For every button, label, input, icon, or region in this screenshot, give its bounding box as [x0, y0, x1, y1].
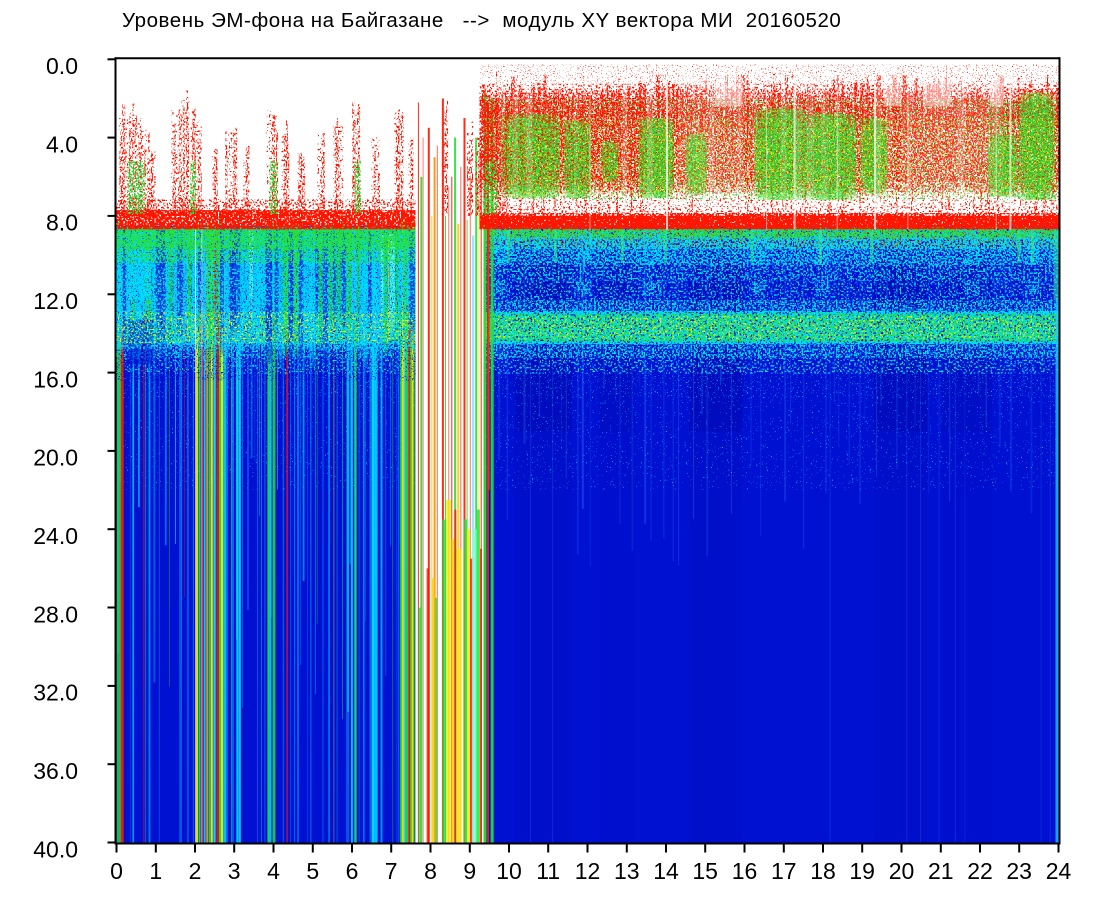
svg-text:13: 13: [614, 858, 640, 884]
svg-text:21: 21: [928, 858, 954, 884]
svg-text:19: 19: [849, 858, 875, 884]
svg-text:15: 15: [692, 858, 718, 884]
svg-text:16.0: 16.0: [33, 366, 78, 392]
svg-text:36.0: 36.0: [33, 758, 78, 784]
svg-text:3: 3: [228, 858, 241, 884]
svg-text:14: 14: [653, 858, 679, 884]
svg-text:28.0: 28.0: [33, 601, 78, 627]
svg-text:2: 2: [189, 858, 202, 884]
svg-text:12.0: 12.0: [33, 288, 78, 314]
svg-text:18: 18: [810, 858, 836, 884]
svg-text:11: 11: [536, 858, 560, 884]
svg-text:0: 0: [110, 858, 123, 884]
svg-text:7: 7: [385, 858, 398, 884]
svg-text:17: 17: [771, 858, 797, 884]
svg-text:8: 8: [424, 858, 437, 884]
svg-text:24.0: 24.0: [33, 523, 78, 549]
svg-text:24: 24: [1046, 858, 1072, 884]
svg-text:40.0: 40.0: [33, 836, 78, 862]
svg-text:1: 1: [149, 858, 162, 884]
svg-text:5: 5: [306, 858, 319, 884]
svg-text:23: 23: [1006, 858, 1032, 884]
svg-text:9: 9: [463, 858, 476, 884]
svg-text:0.0: 0.0: [46, 53, 78, 79]
svg-text:8.0: 8.0: [46, 210, 78, 236]
svg-text:20.0: 20.0: [33, 445, 78, 471]
svg-text:22: 22: [967, 858, 993, 884]
svg-text:16: 16: [732, 858, 758, 884]
svg-text:20: 20: [889, 858, 915, 884]
svg-text:6: 6: [346, 858, 359, 884]
svg-text:Уровень ЭМ-фона на Байгазане: Уровень ЭМ-фона на Байгазане --> модуль …: [122, 9, 841, 32]
svg-text:4: 4: [267, 858, 280, 884]
svg-text:10: 10: [496, 858, 522, 884]
svg-text:12: 12: [575, 858, 601, 884]
svg-text:32.0: 32.0: [33, 680, 78, 706]
svg-text:4.0: 4.0: [46, 131, 78, 157]
